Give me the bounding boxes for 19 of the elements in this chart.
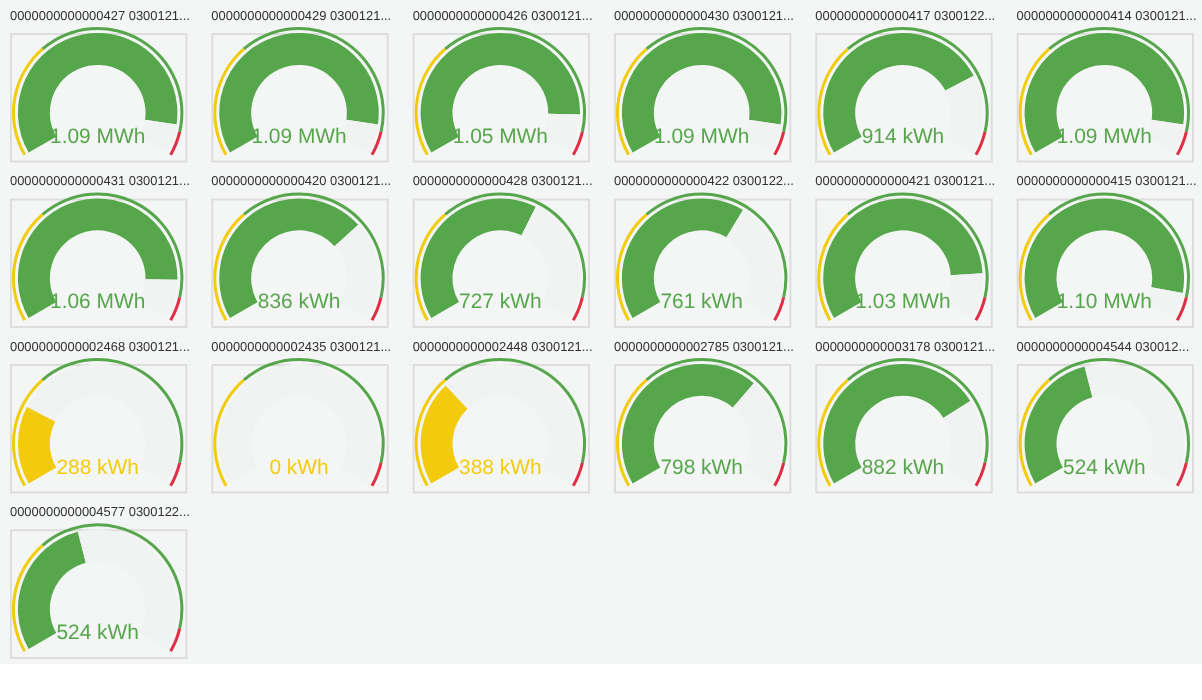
text: 1.09 MWh (50, 126, 146, 149)
text: 1.06 MWh (50, 292, 146, 315)
text: 882 kWh (861, 457, 945, 480)
text: 0 kWh (269, 457, 329, 480)
text: 288 kWh (56, 457, 140, 480)
text: 836 kWh (257, 292, 341, 315)
text: 914 kWh (861, 126, 945, 149)
text: 388 kWh (459, 457, 542, 480)
text: 1.10 MWh (1056, 292, 1153, 315)
text: 798 kWh (660, 457, 744, 480)
text: 524 kWh (1063, 457, 1146, 480)
text: 1.09 MWh (1056, 126, 1153, 149)
text: 761 kWh (660, 292, 744, 315)
text: 1.09 MWh (251, 126, 348, 149)
text: 524 kWh (56, 622, 140, 645)
text: 1.05 MWh (452, 126, 549, 149)
text: 1.09 MWh (654, 126, 750, 149)
text: 1.03 MWh (855, 292, 951, 315)
text: 727 kWh (459, 292, 542, 315)
